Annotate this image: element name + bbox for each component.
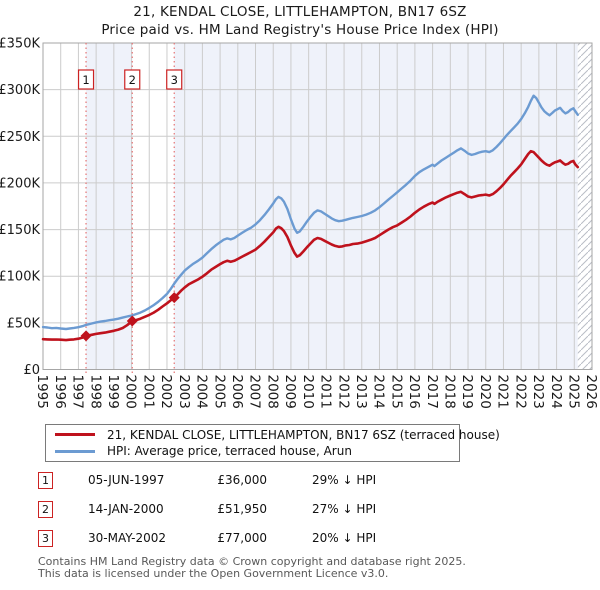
- legend-label-price: 21, KENDAL CLOSE, LITTLEHAMPTON, BN17 6S…: [107, 427, 500, 442]
- sale-row-number: 3: [38, 530, 53, 547]
- ownership-bands: [86, 43, 578, 370]
- x-tick-label: 2019: [459, 375, 475, 409]
- page-title: 21, KENDAL CLOSE, LITTLEHAMPTON, BN17 6S…: [133, 4, 467, 20]
- legend-item-price: 21, KENDAL CLOSE, LITTLEHAMPTON, BN17 6S…: [46, 428, 500, 442]
- x-tick-label: 2017: [424, 375, 440, 409]
- sale-markers: [80, 292, 180, 342]
- ownership-band: [174, 43, 578, 370]
- x-tick-label: 2024: [548, 375, 564, 409]
- x-tick-label: 2021: [495, 375, 511, 409]
- x-tick-label: 2014: [371, 375, 387, 409]
- y-tick-label: £200K: [0, 176, 40, 191]
- x-tick-label: 2009: [282, 375, 298, 409]
- sale-marker-diamond: [168, 292, 180, 304]
- sale-row-number: 1: [38, 472, 53, 489]
- sale-marker-diamond: [126, 315, 138, 327]
- y-tick-label: £350K: [0, 37, 40, 52]
- x-tick-label: 2018: [442, 375, 458, 409]
- footer-copyright: Contains HM Land Registry data © Crown c…: [38, 555, 466, 568]
- y-axis-labels: £0 £50K £100K £150K £200K £250K £300K £350K: [0, 37, 40, 379]
- sale-row-date: 05-JUN-1997: [88, 473, 165, 487]
- y-tick-label: £100K: [0, 270, 40, 285]
- legend-label-hpi: HPI: Average price, terraced house, Arun: [107, 444, 352, 459]
- x-tick-label: 2012: [335, 375, 351, 409]
- x-tick-label: 1998: [87, 375, 103, 409]
- y-tick-label: £250K: [0, 130, 40, 145]
- x-tick-label: 2008: [264, 375, 280, 409]
- sale-row-number: 2: [38, 501, 53, 518]
- sale-number-label: 2: [129, 73, 136, 87]
- legend-item-hpi: HPI: Average price, terraced house, Arun: [46, 444, 459, 458]
- sale-row-vs-hpi: 27% ↓ HPI: [312, 502, 377, 516]
- x-tick-label: 2026: [583, 375, 599, 409]
- y-tick-label: £150K: [0, 223, 40, 238]
- sale-number-boxes: 1 2 3: [77, 69, 183, 90]
- price-history-chart: 1 2 3 £0 £50K £100K £150K £200K £250K £300K £350K 1…: [0, 37, 599, 409]
- x-tick-label: 2005: [211, 375, 227, 409]
- price-paid-line: [41, 149, 580, 342]
- sale-row-price: £36,000: [217, 473, 267, 487]
- x-tick-label: 2016: [406, 375, 422, 409]
- x-tick-label: 1995: [34, 375, 50, 409]
- x-tick-label: 2004: [194, 375, 210, 409]
- sale-row-date: 14-JAN-2000: [88, 502, 164, 516]
- price-line-swatch: [55, 433, 95, 437]
- sale-row-date: 30-MAY-2002: [88, 531, 167, 545]
- x-tick-label: 2025: [566, 375, 582, 409]
- x-tick-label: 2015: [388, 375, 404, 409]
- sale-marker-diamond: [80, 330, 92, 342]
- x-tick-label: 2023: [530, 375, 546, 409]
- x-tick-label: 2020: [477, 375, 493, 409]
- x-tick-label: 2003: [176, 375, 192, 409]
- page-subtitle: Price paid vs. HM Land Registry's House …: [101, 22, 499, 38]
- sale-number-box: [166, 69, 183, 90]
- future-region-hatch: [577, 43, 592, 370]
- footer: Contains HM Land Registry data © Crown c…: [38, 556, 598, 579]
- sale-number-label: 1: [82, 73, 89, 87]
- sale-number-box: [124, 69, 141, 90]
- x-tick-label: 1999: [105, 375, 121, 409]
- sale-table-row: 1 05-JUN-1997 £36,000 29% ↓ HPI: [38, 471, 578, 500]
- y-tick-label: £50K: [7, 316, 41, 331]
- x-tick-label: 2002: [158, 375, 174, 409]
- x-tick-label: 2013: [353, 375, 369, 409]
- x-tick-label: 2001: [141, 375, 157, 409]
- sale-row-vs-hpi: 29% ↓ HPI: [312, 473, 377, 487]
- hpi-line-swatch: [55, 449, 95, 453]
- x-tick-label: 1996: [52, 375, 68, 409]
- sales-table: 1 05-JUN-1997 £36,000 29% ↓ HPI 2 14-JAN-2000…: [38, 471, 578, 558]
- sale-number-box: [77, 69, 95, 90]
- x-tick-label: 2011: [318, 375, 334, 409]
- footer-licence: This data is licensed under the Open Gov…: [38, 566, 389, 580]
- sale-row-vs-hpi: 20% ↓ HPI: [312, 531, 377, 545]
- legend: 21, KENDAL CLOSE, LITTLEHAMPTON, BN17 6S…: [45, 424, 500, 462]
- y-tick-label: £300K: [0, 83, 40, 98]
- ownership-band: [86, 43, 133, 370]
- hpi-line: [41, 94, 579, 331]
- x-tick-label: 1997: [70, 375, 86, 409]
- x-tick-label: 2022: [512, 375, 528, 409]
- x-tick-label: 2000: [123, 375, 139, 409]
- sale-row-price: £77,000: [217, 531, 267, 545]
- x-tick-label: 2010: [300, 375, 316, 409]
- sale-table-row: 3 30-MAY-2002 £77,000 20% ↓ HPI: [38, 529, 578, 558]
- x-tick-label: 2007: [247, 375, 263, 409]
- plot-border: [42, 42, 593, 370]
- sale-row-price: £51,950: [217, 502, 267, 516]
- x-tick-label: 2006: [229, 375, 245, 409]
- x-axis-labels: 1995 1996 1997 1998 1999 2000 2001 2002 2003 2004…: [34, 375, 599, 409]
- sale-table-row: 2 14-JAN-2000 £51,950 27% ↓ HPI: [38, 500, 578, 529]
- y-tick-label: £0: [23, 363, 40, 378]
- sale-number-label: 3: [171, 73, 178, 87]
